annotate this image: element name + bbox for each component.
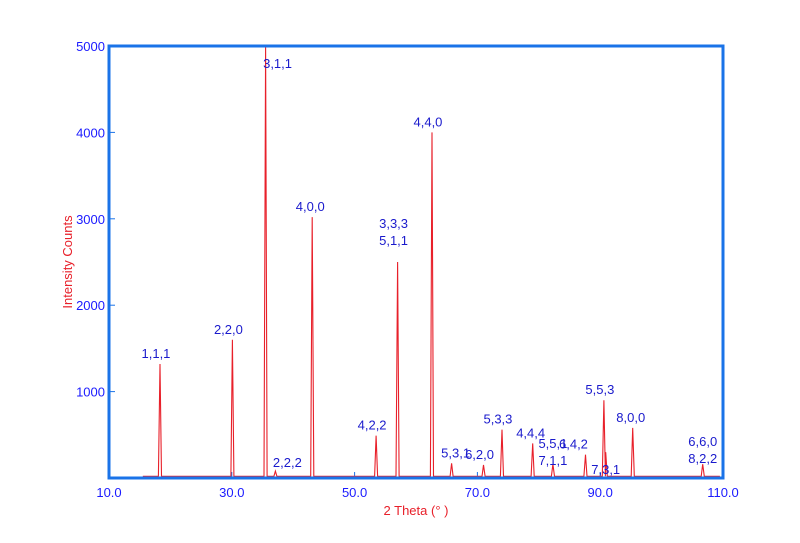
peak-label: 7,1,1: [538, 453, 567, 468]
peak-label: 8,2,2: [688, 451, 717, 466]
ticks-group: 10.0 30.0 50.0 70.0 90.0 110.0 1000 2000 3000 400…: [76, 39, 739, 500]
peak-label: 6,4,2: [559, 437, 588, 452]
peak-label: 3,3,3: [379, 216, 408, 231]
peak-label: 5,5,3: [585, 382, 614, 397]
x-tick-label: 90.0: [588, 485, 613, 500]
diffraction-pattern-line: [142, 45, 720, 477]
peak-label: 8,0,0: [616, 410, 645, 425]
peak-label: 6,6,0: [688, 434, 717, 449]
x-tick-label: 110.0: [707, 485, 739, 500]
y-tick-label: 4000: [76, 125, 105, 140]
y-tick-label: 3000: [76, 212, 105, 227]
peak-label: 4,0,0: [296, 199, 325, 214]
peak-label: 4,4,4: [516, 425, 545, 440]
peak-label: 4,2,2: [358, 418, 387, 433]
peak-label: 7,3,1: [591, 462, 620, 477]
x-tick-label: 30.0: [219, 485, 244, 500]
x-tick-label: 70.0: [465, 485, 490, 500]
peak-label: 6,2,0: [465, 447, 494, 462]
peak-label: 4,4,0: [414, 114, 443, 129]
peak-label: 2,2,0: [214, 322, 243, 337]
peak-label: 5,1,1: [379, 233, 408, 248]
y-tick-label: 5000: [76, 39, 105, 54]
plot-frame: [107, 44, 725, 480]
peak-label: 5,3,1: [441, 445, 470, 460]
peak-label: 5,5,1: [538, 436, 567, 451]
x-tick-label: 50.0: [342, 485, 367, 500]
y-tick-label: 2000: [76, 298, 105, 313]
y-tick-label: 1000: [76, 385, 105, 400]
peak-label: 1,1,1: [142, 346, 171, 361]
peak-label: 5,3,3: [483, 412, 512, 427]
x-axis-title: 2 Theta (° ): [384, 503, 449, 518]
peak-label: 2,2,2: [273, 455, 302, 470]
y-axis-title: Intensity Counts: [60, 215, 75, 309]
x-tick-label: 10.0: [96, 485, 121, 500]
peak-label: 3,1,1: [263, 56, 292, 71]
peak-labels-group: 1,1,1 2,2,0 3,1,1 2,2,2 4,0,0 4,2,2 3,3,3 5,1,1…: [142, 56, 718, 477]
